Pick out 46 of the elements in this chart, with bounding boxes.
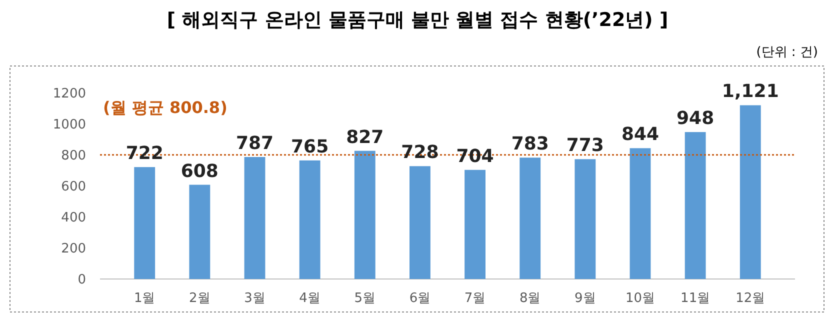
bar xyxy=(574,159,596,279)
data-label: 1,121 xyxy=(722,81,779,102)
bar xyxy=(134,167,156,279)
x-tick-label: 7월 xyxy=(464,291,486,306)
data-label: 728 xyxy=(401,142,439,164)
bar xyxy=(189,184,210,279)
data-label: 783 xyxy=(511,134,549,155)
x-tick-label: 1월 xyxy=(134,291,156,306)
bar xyxy=(630,148,651,279)
bar xyxy=(684,132,706,279)
y-tick-label: 1200 xyxy=(52,86,86,102)
data-label: 787 xyxy=(236,133,274,154)
y-tick-label: 200 xyxy=(61,242,86,257)
y-tick-label: 0 xyxy=(78,272,86,288)
y-tick-label: 600 xyxy=(61,180,86,195)
x-tick-label: 8월 xyxy=(519,291,541,306)
x-tick-label: 11월 xyxy=(680,291,710,306)
x-tick-label: 5월 xyxy=(354,291,376,306)
data-label: 948 xyxy=(676,108,714,130)
y-tick-label: 400 xyxy=(61,210,86,226)
data-label: 704 xyxy=(456,146,494,167)
chart-subtitle: (단위 : 건) xyxy=(756,45,818,60)
x-tick-label: 9월 xyxy=(574,291,596,306)
bar xyxy=(740,105,761,279)
bar xyxy=(410,166,430,279)
data-label: 773 xyxy=(566,135,604,156)
x-tick-label: 10월 xyxy=(625,291,656,306)
bar xyxy=(464,170,486,279)
y-tick-label: 1000 xyxy=(52,118,86,133)
y-tick-label: 800 xyxy=(61,148,86,164)
x-tick-label: 2월 xyxy=(189,291,210,306)
data-label: 722 xyxy=(126,143,164,164)
x-tick-label: 6월 xyxy=(409,291,431,306)
chart-title: [ 해외직구 온라인 물품구매 불만 월별 접수 현황(’22년) ] xyxy=(166,9,668,31)
bar xyxy=(299,160,320,279)
data-label: 608 xyxy=(180,160,218,182)
x-tick-label: 12월 xyxy=(736,291,766,306)
x-tick-label: 3월 xyxy=(244,291,266,306)
x-tick-label: 4월 xyxy=(299,291,320,306)
bar xyxy=(244,157,266,279)
data-label: 765 xyxy=(291,136,329,158)
ref-line-label: (월 평균 800.8) xyxy=(103,98,228,117)
data-label: 844 xyxy=(621,124,660,146)
bar xyxy=(354,150,376,279)
bar xyxy=(520,158,541,279)
data-label: 827 xyxy=(346,126,384,148)
